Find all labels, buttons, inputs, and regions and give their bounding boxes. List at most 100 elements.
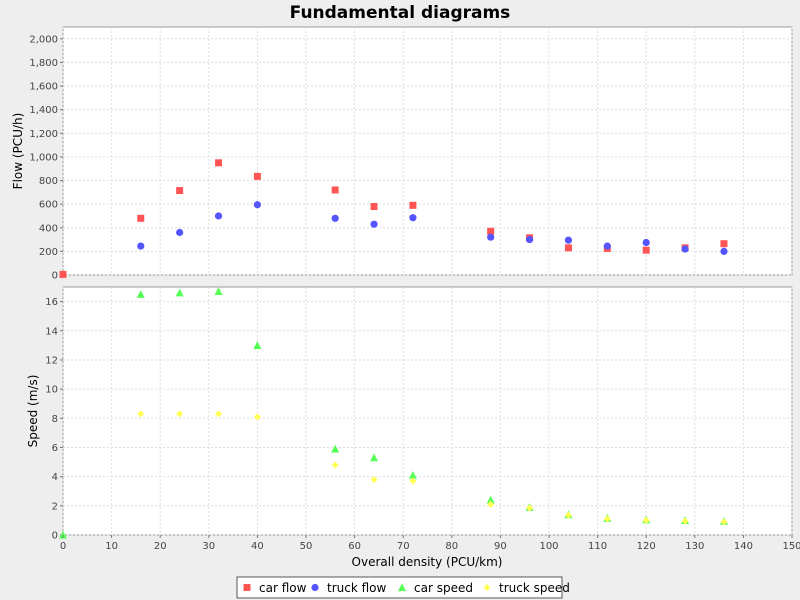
x-ticks: 0 10 20 30 40 50 60 70 80 90 100 110 120 130 140 150 (60, 535, 800, 552)
truck-speed-point (681, 517, 689, 525)
speed-y-tick-label: 2 (52, 501, 58, 512)
legend-label: truck speed (499, 581, 570, 595)
x-tick-label: 80 (445, 541, 458, 552)
x-tick-label: 50 (300, 541, 313, 552)
flow-y-tick-label: 600 (39, 200, 58, 211)
car-speed-point (59, 530, 67, 539)
car-flow-point (253, 172, 261, 180)
speed-y-tick-label: 16 (45, 297, 58, 308)
x-tick-label: 40 (251, 541, 264, 552)
car-flow-point (720, 240, 728, 248)
car-flow-point (487, 227, 495, 235)
flow-y-tick-label: 1,600 (29, 82, 58, 93)
x-tick-label: 30 (202, 541, 215, 552)
speed-y-tick-label: 6 (52, 443, 58, 454)
truck-flow-point (642, 238, 650, 247)
truck-flow-point (176, 228, 184, 237)
legend: car flow truck flow car speed truck speed (236, 576, 570, 599)
flow-y-tick-label: 800 (39, 176, 58, 187)
truck-speed-point (526, 504, 534, 512)
car-flow-point (331, 186, 339, 194)
truck-speed-point (487, 500, 495, 508)
truck-speed-point (215, 410, 223, 418)
truck-flow-point (331, 214, 339, 222)
x-axis-label: Overall density (PCU/km) (352, 555, 503, 569)
x-tick-label: 10 (105, 541, 118, 552)
speed-y-tick-label: 12 (45, 355, 58, 366)
flow-points (59, 159, 728, 278)
speed-plot-area (62, 286, 793, 536)
truck-speed-point (370, 476, 378, 484)
flow-y-tick-label: 400 (39, 223, 58, 234)
truck-flow-point (681, 245, 689, 253)
x-tick-label: 100 (539, 541, 558, 552)
car-speed-point (175, 288, 184, 297)
speed-y-tick-label: 10 (45, 385, 58, 396)
speed-grid (62, 287, 793, 536)
legend-label: truck flow (327, 581, 387, 595)
truck-flow-point (370, 220, 378, 228)
flow-y-tick-label: 1,200 (29, 129, 58, 140)
speed-y-axis-label: Speed (m/s) (26, 375, 40, 448)
legend-swatch-truck-speed (483, 584, 491, 591)
truck-flow-point (603, 242, 611, 250)
x-tick-label: 70 (397, 541, 410, 552)
car-flow-point (564, 244, 572, 252)
car-speed-point (214, 287, 223, 295)
legend-label: car flow (259, 581, 307, 595)
flow-y-tick-label: 200 (39, 247, 58, 258)
truck-speed-point (137, 410, 145, 418)
truck-flow-point (253, 201, 261, 209)
truck-flow-point (214, 212, 223, 220)
car-speed-point (253, 341, 262, 349)
legend-swatch-car-flow (243, 584, 251, 591)
speed-points (59, 287, 728, 539)
car-flow-point (215, 159, 223, 167)
speed-plot: 0 2 4 6 8 10 12 14 16 Speed (m/s) (26, 286, 793, 542)
truck-flow-point (409, 214, 417, 222)
legend-item-car-speed: car speed (398, 581, 473, 595)
legend-item-truck-speed: truck speed (483, 581, 570, 595)
truck-flow-point (525, 235, 534, 244)
speed-y-tick-label: 8 (52, 414, 58, 425)
car-speed-point (370, 453, 379, 462)
truck-flow-point (487, 233, 495, 241)
flow-plot-area (62, 26, 793, 276)
flow-y-tick-label: 0 (52, 271, 58, 282)
flow-y-tick-label: 1,400 (29, 105, 58, 116)
truck-flow-point (137, 242, 145, 250)
car-speed-point (408, 470, 417, 479)
x-tick-label: 90 (494, 541, 507, 552)
flow-grid (62, 27, 793, 276)
flow-plot: 0 200 400 600 800 1,000 1,200 1,400 1,600 1,800 2,… (11, 26, 793, 282)
x-tick-label: 150 (782, 541, 800, 552)
legend-box (236, 576, 563, 599)
x-tick-label: 130 (685, 541, 704, 552)
truck-speed-point (564, 511, 572, 519)
car-flow-point (642, 246, 650, 254)
flow-y-tick-label: 1,800 (29, 58, 58, 69)
flow-y-tick-label: 2,000 (29, 34, 58, 45)
x-tick-label: 120 (637, 541, 656, 552)
truck-flow-point (564, 236, 573, 244)
truck-speed-point (603, 515, 611, 523)
x-tick-label: 60 (348, 541, 361, 552)
truck-flow-point (720, 247, 728, 255)
x-tick-label: 0 (60, 541, 66, 552)
flow-y-ticks: 0 200 400 600 800 1,000 1,200 1,400 1,600 1,800 2,… (29, 34, 63, 282)
flow-y-axis-label: Flow (PCU/h) (11, 113, 25, 190)
truck-speed-point (642, 516, 650, 524)
x-tick-label: 110 (588, 541, 607, 552)
car-flow-point (409, 201, 417, 209)
truck-speed-point (720, 518, 728, 526)
chart-title: Fundamental diagrams (290, 3, 511, 23)
truck-speed-point (253, 413, 261, 421)
car-speed-point (331, 444, 340, 453)
flow-y-tick-label: 1,000 (29, 152, 58, 163)
truck-speed-point (409, 477, 417, 485)
car-speed-point (486, 495, 495, 504)
legend-swatch-truck-flow (311, 583, 319, 592)
speed-y-tick-label: 0 (52, 531, 58, 542)
legend-item-car-flow: car flow (243, 581, 307, 595)
